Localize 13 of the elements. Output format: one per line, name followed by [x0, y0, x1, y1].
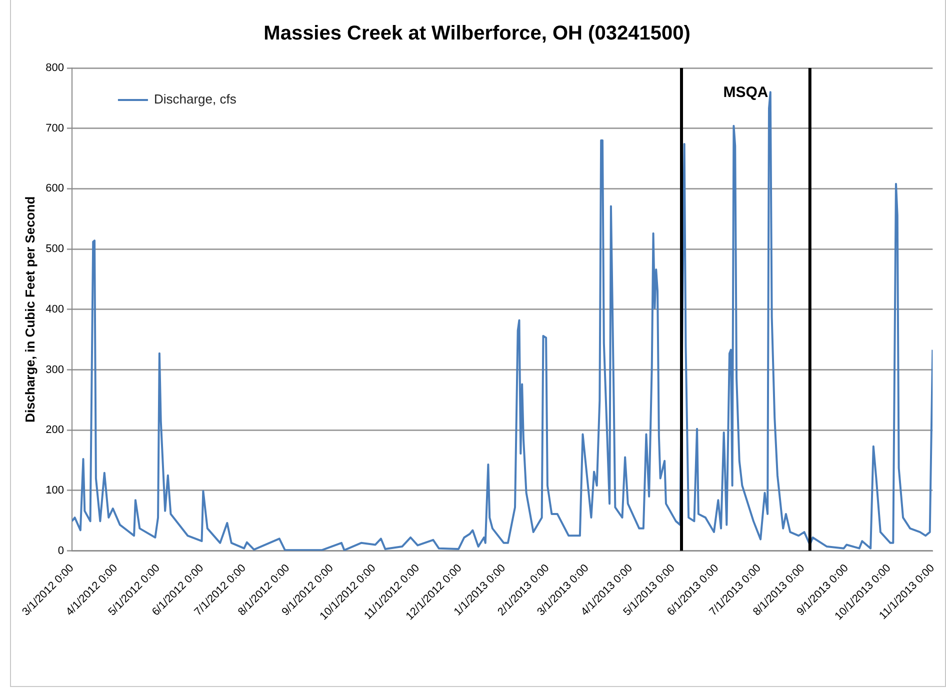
- y-tick-label: 500: [46, 243, 64, 256]
- y-axis-title: Discharge, in Cubic Feet per Second: [22, 196, 38, 422]
- chart-title: Massies Creek at Wilberforce, OH (03241500): [264, 22, 690, 45]
- y-tick-label: 0: [58, 544, 64, 557]
- annotation: MSQA: [723, 84, 768, 102]
- legend-label: Discharge, cfs: [154, 92, 237, 107]
- y-tick-label: 700: [46, 122, 64, 134]
- y-tick-label: 400: [46, 303, 64, 316]
- y-tick-label: 600: [46, 182, 64, 195]
- y-tick-label: 800: [46, 62, 64, 74]
- y-tick-label: 200: [46, 424, 64, 436]
- y-tick-label: 100: [46, 484, 64, 496]
- y-tick-label: 300: [46, 364, 64, 376]
